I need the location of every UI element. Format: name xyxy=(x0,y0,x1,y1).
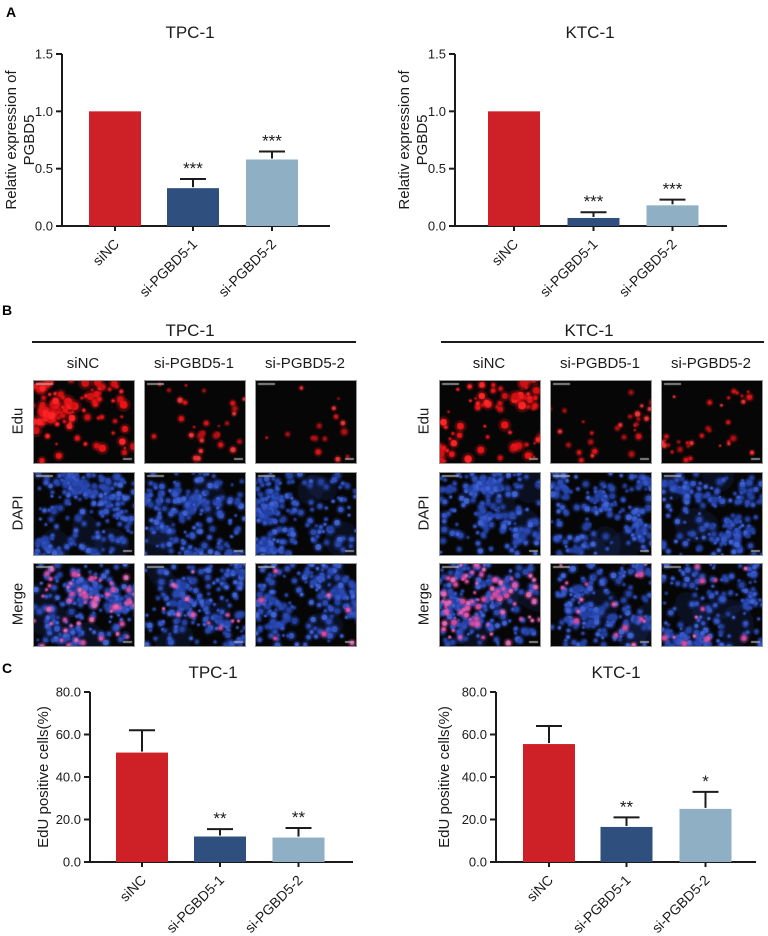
micrograph-ktc1-dapi-sinc xyxy=(439,472,541,556)
chart-a-ktc1: KTC-1 Relativ expression of PGBD5 0.0 0.5 1.0… xyxy=(396,23,727,300)
micrograph-tpc1-merge-si-pgbd5-1 xyxy=(144,563,246,647)
micrograph-tpc1-dapi-si-pgbd5-2 xyxy=(255,472,357,556)
micrograph-tpc1-dapi-sinc xyxy=(33,472,135,556)
y-tick-label: 80.0 xyxy=(56,685,81,700)
column-label-siNC: siNC xyxy=(66,355,100,372)
row-label-merge: Merge xyxy=(9,582,27,626)
significance-marker: *** xyxy=(262,131,282,150)
cell-line-title-tpc1: TPC-1 xyxy=(165,321,215,340)
bar-siNC xyxy=(116,752,168,862)
micrograph-tpc1-edu-si-pgbd5-1 xyxy=(144,380,246,464)
y-tick-label: 0.5 xyxy=(35,161,53,176)
micrograph-tpc1-merge-si-pgbd5-2 xyxy=(255,563,357,647)
y-tick-label: 1.0 xyxy=(428,104,446,119)
bar-si-PGBD5-1 xyxy=(194,836,246,862)
bar-siNC xyxy=(523,744,575,862)
bar-siNC xyxy=(89,111,141,226)
y-axis-label: Relativ expression of xyxy=(3,70,20,210)
micrograph-ktc1-dapi-si-pgbd5-1 xyxy=(550,472,652,556)
panel-a-label: A xyxy=(6,4,17,20)
micrograph-tpc1-edu-si-pgbd5-2 xyxy=(255,380,357,464)
y-tick-label: 1.0 xyxy=(35,104,53,119)
row-label-dapi: DAPI xyxy=(415,495,433,531)
bar-si-PGBD5-2 xyxy=(272,837,325,862)
micrograph-ktc1-merge-si-pgbd5-1 xyxy=(550,563,652,647)
bar-si-PGBD5-2 xyxy=(679,808,732,862)
y-tick-label: 0.0 xyxy=(469,855,487,870)
chart-title: TPC-1 xyxy=(165,23,214,42)
column-label-siNC: siNC xyxy=(472,355,506,372)
y-tick-label: 0.0 xyxy=(63,855,81,870)
row-label-edu: Edu xyxy=(9,407,27,435)
micrograph-tpc1-edu-sinc xyxy=(33,380,135,464)
y-axis-label: PGBD5 xyxy=(414,115,431,166)
y-axis-label: Relativ expression of xyxy=(396,70,413,210)
micrograph-ktc1-edu-si-pgbd5-1 xyxy=(550,380,652,464)
y-tick-label: 80.0 xyxy=(462,685,487,700)
y-axis-label: EdU positive cells(%) xyxy=(35,706,52,848)
y-tick-label: 40.0 xyxy=(462,770,487,785)
column-label-si-PGBD5-2: si-PGBD5-2 xyxy=(264,355,346,372)
y-tick-label: 40.0 xyxy=(56,770,81,785)
y-tick-label: 60.0 xyxy=(56,727,81,742)
micrograph-ktc1-merge-si-pgbd5-2 xyxy=(661,563,763,647)
y-tick-label: 0.0 xyxy=(428,219,446,234)
row-label-merge: Merge xyxy=(415,582,433,626)
y-tick-label: 0.0 xyxy=(35,219,53,234)
bar-si-PGBD5-1 xyxy=(167,188,219,226)
bar-siNC xyxy=(488,111,540,226)
bar-si-PGBD5-1 xyxy=(600,826,653,862)
micrograph-ktc1-edu-sinc xyxy=(439,380,541,464)
chart-title: TPC-1 xyxy=(188,663,237,682)
significance-marker: * xyxy=(702,772,709,791)
significance-marker: *** xyxy=(584,192,604,211)
y-tick-label: 20.0 xyxy=(462,812,487,827)
y-axis-label: PGBD5 xyxy=(21,115,38,166)
cell-line-title-ktc1: KTC-1 xyxy=(564,321,614,340)
row-label-dapi: DAPI xyxy=(9,495,27,531)
y-tick-label: 60.0 xyxy=(462,727,487,742)
y-tick-label: 1.5 xyxy=(35,47,53,62)
chart-c-tpc1: TPC-1 EdU positive cells(%) 0.0 20.0 40.0 60.… xyxy=(35,663,353,936)
y-tick-label: 20.0 xyxy=(56,812,81,827)
chart-title: KTC-1 xyxy=(565,23,614,42)
significance-marker: ** xyxy=(292,808,306,827)
micrograph-ktc1-edu-si-pgbd5-2 xyxy=(661,380,763,464)
micrograph-ktc1-dapi-si-pgbd5-2 xyxy=(661,472,763,556)
micrograph-ktc1-merge-sinc xyxy=(439,563,541,647)
chart-a-tpc1: TPC-1 Relativ expression of PGBD5 0.0 0.5 1.0… xyxy=(3,23,330,300)
micrograph-tpc1-merge-sinc xyxy=(33,563,135,647)
significance-marker: ** xyxy=(620,797,634,816)
bar-si-PGBD5-1 xyxy=(567,217,620,226)
column-label-si-PGBD5-1: si-PGBD5-1 xyxy=(153,355,235,372)
column-label-si-PGBD5-1: si-PGBD5-1 xyxy=(559,355,641,372)
panel-c-label: C xyxy=(2,660,13,676)
y-axis-label: EdU positive cells(%) xyxy=(436,706,453,848)
column-label-si-PGBD5-2: si-PGBD5-2 xyxy=(670,355,752,372)
title-underline xyxy=(32,341,356,343)
chart-title: KTC-1 xyxy=(591,663,640,682)
y-tick-label: 0.5 xyxy=(428,161,446,176)
bar-si-PGBD5-2 xyxy=(646,205,699,226)
y-tick-label: 1.5 xyxy=(428,47,446,62)
chart-c-ktc1: KTC-1 EdU positive cells(%) 0.0 20.0 40.0 60.… xyxy=(436,663,756,936)
bar-si-PGBD5-2 xyxy=(246,159,298,226)
significance-marker: *** xyxy=(183,159,203,178)
row-label-edu: Edu xyxy=(415,407,433,435)
title-underline xyxy=(441,341,764,343)
significance-marker: ** xyxy=(213,809,227,828)
significance-marker: *** xyxy=(663,180,683,199)
panel-b-label: B xyxy=(2,302,13,318)
micrograph-tpc1-dapi-si-pgbd5-1 xyxy=(144,472,246,556)
